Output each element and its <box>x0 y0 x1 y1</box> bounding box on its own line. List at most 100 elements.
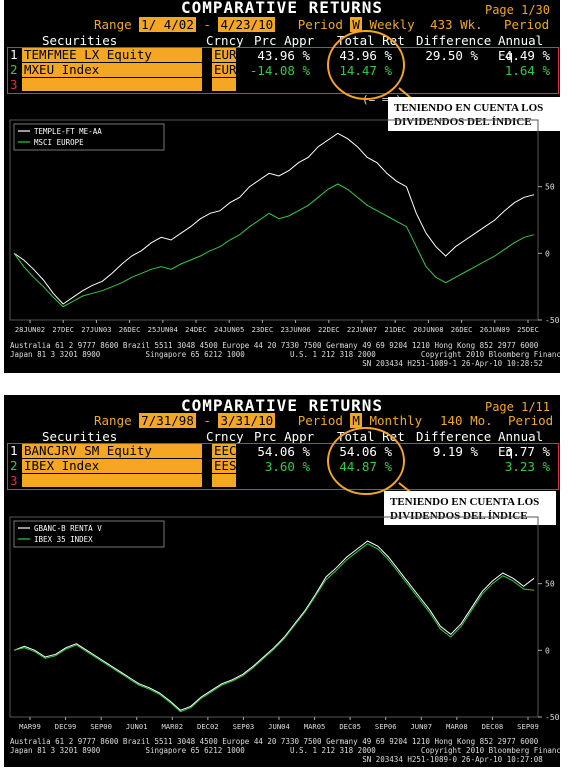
period-code-field[interactable]: M <box>350 413 362 428</box>
x-tick-label: 28JUN02 <box>15 325 45 334</box>
currency-field-empty[interactable] <box>212 78 236 91</box>
plot-frame <box>9 516 539 718</box>
page-indicator: Page 1/30 <box>484 3 550 17</box>
x-tick-label: DEC05 <box>339 722 361 731</box>
period-code-field[interactable]: W <box>350 17 362 32</box>
annotation-box: TENIENDO EN CUENTA LOS DIVIDENDOS DEL ÍN… <box>384 491 556 525</box>
panel-title: COMPARATIVE RETURNS <box>180 0 384 17</box>
bloomberg-panel-2: COMPARATIVE RETURNS Page 1/11 Range 7/31… <box>4 395 560 767</box>
highlight-circle <box>327 30 405 100</box>
x-tick-label: JUN01 <box>126 722 148 731</box>
annual-eq-value: 1.64 % <box>504 63 550 78</box>
page-indicator: Page 1/11 <box>484 400 550 414</box>
x-tick-label: 23DEC <box>252 325 274 334</box>
header-crncy: Crncy <box>206 33 244 48</box>
range-label: Range <box>94 413 132 428</box>
prc-appr-value: -14.08 % <box>249 63 310 78</box>
range-start-field[interactable]: 1/ 4/02 <box>139 17 196 32</box>
currency-field[interactable]: EUR <box>212 47 237 62</box>
x-tick-label: 23JUN06 <box>280 325 310 334</box>
legend-box <box>13 123 165 151</box>
header-difference: Difference <box>416 33 492 48</box>
period-count: 433 Wk. <box>430 17 483 32</box>
header-crncy: Crncy <box>206 429 244 444</box>
y-tick-label: -50 <box>545 316 560 325</box>
annual-eq-value: 3.23 % <box>504 459 550 474</box>
series-line-1 <box>13 540 535 711</box>
currency-field[interactable]: EEC <box>212 443 237 458</box>
header-annual-eq: Annual Eq <box>498 429 544 459</box>
prc-appr-value: 54.06 % <box>257 444 310 459</box>
row-number: 3 <box>10 77 18 92</box>
currency-field[interactable]: EUR <box>212 62 237 77</box>
x-tick-label: 24JUN05 <box>214 325 244 334</box>
annual-eq-value: 4.49 % <box>504 48 550 63</box>
series-line-2 <box>13 183 535 308</box>
range-row: Range 1/ 4/02 - 4/23/10 Period W Weekly <box>94 17 415 32</box>
range-end-field[interactable]: 4/23/10 <box>218 17 276 32</box>
x-tick-label: 26DEC <box>451 325 473 334</box>
prc-appr-value: 3.60 % <box>264 459 310 474</box>
total-ret-value: 43.96 % <box>339 48 392 63</box>
currency-field[interactable]: EES <box>212 458 237 473</box>
total-ret-value: 54.06 % <box>339 444 392 459</box>
security-field[interactable]: MXEU Index <box>22 63 202 77</box>
x-tick-label: DEC99 <box>55 722 77 731</box>
header-securities: Securities <box>42 33 118 48</box>
x-tick-label: 25DEC <box>517 325 539 334</box>
line-chart-2: -50 0 50 MAR99 DEC99 SEP00 JUN01 MAR02 DEC02 SEP0… <box>9 516 560 731</box>
currency-field-empty[interactable] <box>212 474 236 487</box>
legend-box <box>13 520 165 548</box>
line-chart-1: -50 0 50 28JUN02 27DEC 27JUN03 26DEC 25JUN04 24D… <box>9 119 560 334</box>
x-tick-label: 26JUN09 <box>480 325 510 334</box>
period-count: 140 Mo. <box>440 413 493 428</box>
x-tick-label: 24DEC <box>185 325 207 334</box>
security-field[interactable]: TEMFMEE LX Equity <box>22 48 202 62</box>
y-tick-label: 0 <box>545 646 550 655</box>
x-tick-label: SEP09 <box>517 722 539 731</box>
row-number: 2 <box>10 62 18 77</box>
range-start-field[interactable]: 7/31/98 <box>139 413 196 428</box>
x-tick-label: SEP03 <box>233 722 255 731</box>
security-field-empty[interactable] <box>22 78 202 91</box>
row-number: 2 <box>10 458 18 473</box>
header-prc-appr: Prc Appr <box>254 33 315 48</box>
footer-line-3: SN 203434 H251-1089-1 26-Apr-10 10:28:52 <box>10 359 543 368</box>
x-tick-label: 20JUN08 <box>413 325 443 334</box>
plot-frame <box>9 119 539 321</box>
footer-line-3: SN 203434 H251-1089-0 26-Apr-10 10:27:08 <box>10 755 543 764</box>
highlight-circle <box>327 427 405 495</box>
x-tick-label: MAR99 <box>19 722 41 731</box>
period-word: Period <box>504 17 550 32</box>
legend-entry: TEMPLE-FT ME-AA <box>34 127 102 136</box>
x-tick-label: SEP06 <box>375 722 397 731</box>
period-name: Monthly <box>369 413 423 428</box>
footer-line-1: Australia 61 2 9777 8600 Brazil 5511 304… <box>10 737 539 746</box>
difference-value: 29.50 % <box>425 48 478 63</box>
security-field-empty[interactable] <box>22 474 202 487</box>
annual-eq-value: 3.77 % <box>504 444 550 459</box>
prc-appr-value: 43.96 % <box>257 48 310 63</box>
legend-entry: MSCI EUROPE <box>34 138 84 147</box>
y-tick-label: 0 <box>545 249 550 258</box>
series-line-2 <box>13 543 535 713</box>
header-annual-eq: Annual Eq <box>498 33 544 63</box>
y-tick-label: 50 <box>545 183 555 192</box>
period-word: Period <box>508 413 554 428</box>
footer-line-2: Japan 81 3 3201 8900 Singapore 65 6212 1… <box>10 746 560 755</box>
x-tick-label: SEP00 <box>90 722 112 731</box>
security-field[interactable]: BANCJRV SM Equity <box>22 444 202 458</box>
header-securities: Securities <box>42 429 118 444</box>
x-tick-label: JUN07 <box>410 722 432 731</box>
y-tick-label: -50 <box>545 713 560 722</box>
annotation-box: TENIENDO EN CUENTA LOS DIVIDENDOS DEL ÍN… <box>388 97 560 131</box>
bloomberg-panel-1: COMPARATIVE RETURNS Page 1/30 Range 1/ 4… <box>4 0 560 373</box>
legend: TEMPLE-FT ME-AA MSCI EUROPE <box>13 123 165 151</box>
header-prc-appr: Prc Appr <box>254 429 315 444</box>
range-end-field[interactable]: 3/31/10 <box>218 413 276 428</box>
x-tick-label: 27DEC <box>52 325 74 334</box>
y-tick-label: 50 <box>545 580 555 589</box>
period-name: Weekly <box>369 17 415 32</box>
security-field[interactable]: IBEX Index <box>22 459 202 473</box>
x-tick-label: DEC02 <box>197 722 219 731</box>
